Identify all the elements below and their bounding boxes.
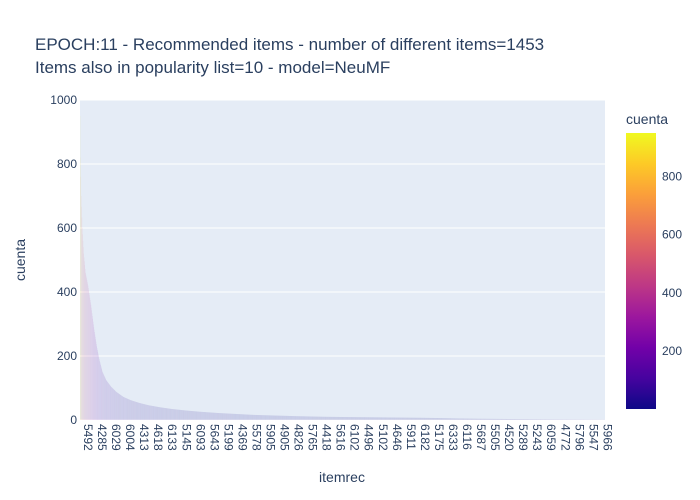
x-tick-label: 4369 <box>235 424 249 451</box>
x-tick-labels: 5492 4285 6029 6004 4313 4618 6133 5145 6093 5643… <box>81 424 614 451</box>
x-tick-label: 4313 <box>137 424 151 451</box>
y-tick-label: 800 <box>57 157 77 171</box>
colorbar-tick-label: 800 <box>662 170 682 184</box>
x-tick-label: 6333 <box>446 424 460 451</box>
x-tick-label: 4418 <box>320 424 334 451</box>
x-tick-label: 5616 <box>334 424 348 451</box>
colorbar-tick-label: 200 <box>662 344 682 358</box>
x-tick-label: 5911 <box>404 424 418 450</box>
x-tick-label: 4496 <box>362 424 376 451</box>
x-tick-label: 5578 <box>249 424 263 451</box>
colorbar-tick-label: 400 <box>662 286 682 300</box>
colorbar-tick-label: 600 <box>662 228 682 242</box>
x-tick-label: 6182 <box>418 424 432 451</box>
x-tick-label: 4520 <box>502 424 516 451</box>
bars-group <box>80 116 605 420</box>
x-tick-label: 4826 <box>292 424 306 451</box>
x-tick-label: 5199 <box>221 424 235 451</box>
x-tick-label: 5175 <box>432 424 446 451</box>
y-tick-labels: 0 200 400 600 800 1000 <box>50 93 77 427</box>
colorbar <box>626 133 656 409</box>
x-tick-label: 5643 <box>207 424 221 451</box>
x-tick-label: 6093 <box>193 424 207 451</box>
y-gridlines <box>80 99 605 421</box>
x-tick-label: 5796 <box>572 424 586 451</box>
x-tick-label: 6102 <box>348 424 362 451</box>
x-tick-label: 6004 <box>123 424 137 451</box>
x-tick-label: 5765 <box>306 424 320 451</box>
x-tick-label: 5547 <box>586 424 600 451</box>
x-tick-label: 6029 <box>109 424 123 451</box>
chart-title-line-1: EPOCH:11 - Recommended items - number of… <box>35 35 544 54</box>
y-tick-label: 0 <box>70 413 77 427</box>
x-tick-label: 5102 <box>376 424 390 451</box>
x-tick-label: 5687 <box>474 424 488 451</box>
y-tick-label: 200 <box>57 349 77 363</box>
y-tick-label: 1000 <box>50 93 77 107</box>
y-tick-label: 600 <box>57 221 77 235</box>
x-tick-label: 5966 <box>600 424 614 451</box>
x-tick-label: 5243 <box>530 424 544 451</box>
x-tick-label: 6116 <box>460 424 474 450</box>
x-tick-label: 4618 <box>151 424 165 451</box>
x-tick-label: 5145 <box>179 424 193 451</box>
x-tick-label: 4646 <box>390 424 404 451</box>
x-tick-label: 6059 <box>544 424 558 451</box>
y-tick-label: 400 <box>57 285 77 299</box>
x-tick-label: 5505 <box>488 424 502 451</box>
y-axis-title: cuenta <box>12 239 28 281</box>
x-tick-label: 4285 <box>95 424 109 451</box>
chart-title-line-2: Items also in popularity list=10 - model… <box>35 58 390 77</box>
plot-background <box>80 100 605 420</box>
colorbar-title: cuenta <box>626 111 668 127</box>
x-axis-title: itemrec <box>319 469 365 485</box>
x-tick-label: 5905 <box>263 424 277 451</box>
x-tick-label: 5289 <box>516 424 530 451</box>
x-tick-label: 5492 <box>81 424 95 451</box>
colorbar-tick-labels: 200 400 600 800 <box>662 170 682 358</box>
x-tick-label: 4905 <box>278 424 292 451</box>
x-tick-label: 6133 <box>165 424 179 451</box>
x-tick-label: 4772 <box>558 424 572 451</box>
